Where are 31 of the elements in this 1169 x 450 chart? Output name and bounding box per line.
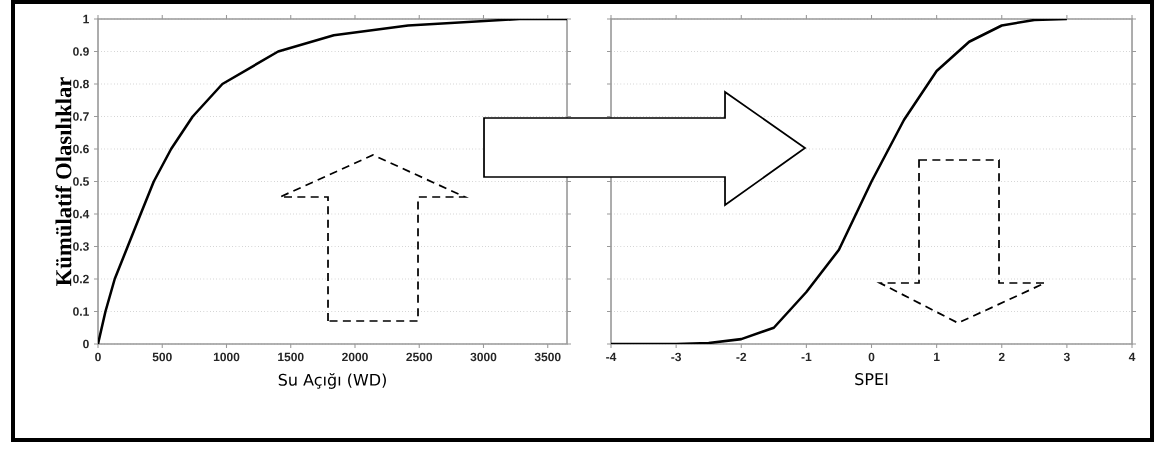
y-axis-title: Kümülatif Olasılıklar xyxy=(55,77,72,286)
y-tick-label: 0.4 xyxy=(73,209,90,219)
x-tick-label: 3 xyxy=(1063,352,1070,362)
y-tick-label: 0.7 xyxy=(73,112,89,121)
y-tick-label: 0.5 xyxy=(73,177,89,186)
x-axis-title: Su Açığı (WD) xyxy=(278,373,386,389)
y-tick-label: 0.8 xyxy=(73,79,89,89)
y-tick-label: 0.1 xyxy=(73,307,89,316)
x-tick-label: 1 xyxy=(934,352,940,361)
x-tick-label: -4 xyxy=(606,352,617,361)
x-tick-label: 1500 xyxy=(278,352,304,362)
y-tick-label: 0.3 xyxy=(73,242,89,251)
x-tick-label: 3500 xyxy=(534,352,561,362)
x-tick-label: 3000 xyxy=(470,352,497,362)
x-tick-label: -1 xyxy=(801,352,812,361)
x-tick-label: -2 xyxy=(736,352,747,362)
x-tick-label: 500 xyxy=(152,352,172,362)
y-tick-label: 0 xyxy=(83,339,89,349)
y-tick-label: 0.6 xyxy=(73,144,89,154)
x-tick-label: 0 xyxy=(95,352,101,362)
x-tick-label: -3 xyxy=(671,352,682,362)
x-axis-title: SPEI xyxy=(855,373,888,386)
y-tick-label: 1 xyxy=(83,14,89,24)
x-tick-label: 2000 xyxy=(342,352,368,362)
x-tick-label: 2500 xyxy=(406,352,433,362)
x-tick-label: 4 xyxy=(1128,352,1136,361)
x-tick-label: 2 xyxy=(998,352,1005,362)
y-tick-label: 0.9 xyxy=(73,47,89,56)
x-tick-label: 0 xyxy=(868,352,875,362)
x-tick-label: 1000 xyxy=(213,352,240,362)
y-tick-label: 0.2 xyxy=(73,274,89,284)
